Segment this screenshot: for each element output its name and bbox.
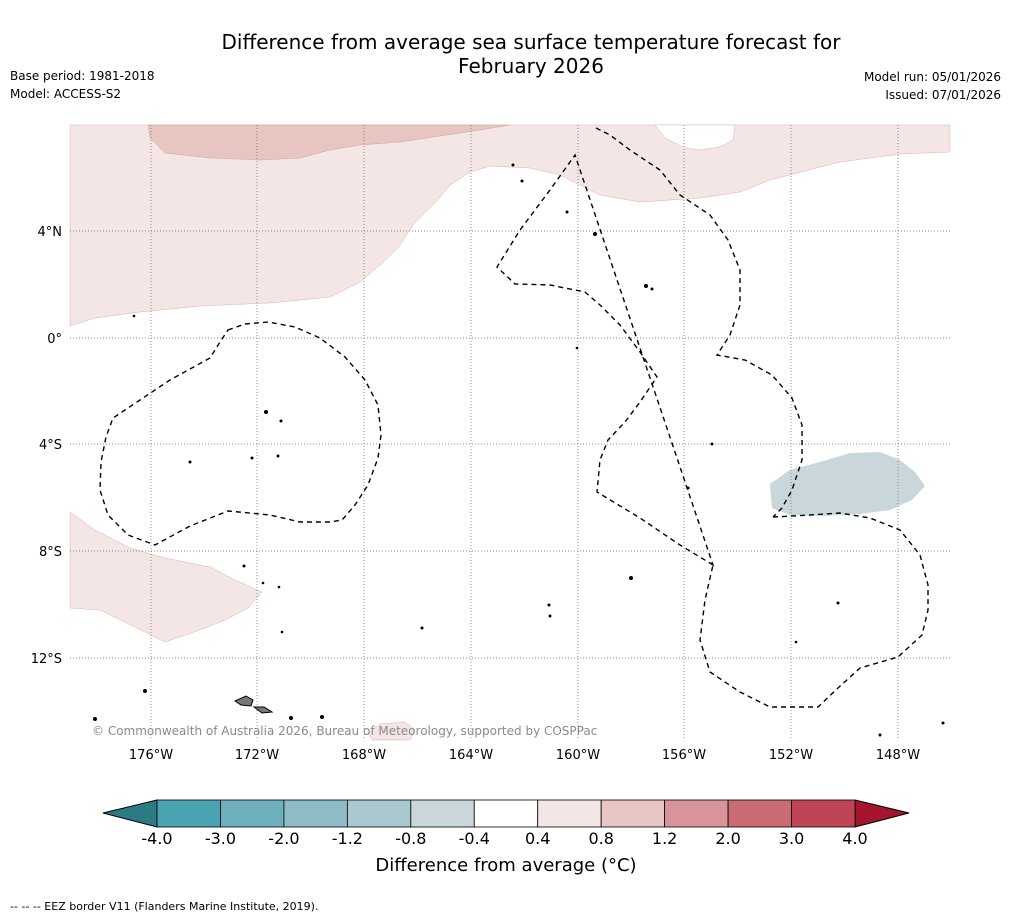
colorbar-segment — [156, 799, 221, 828]
colorbar-segment — [283, 799, 348, 828]
colorbar-tick-label: -3.0 — [205, 829, 236, 848]
lon-labels: 176°W 172°W 168°W 164°W 160°W 156°W 152°… — [129, 748, 920, 763]
island-samoa — [233, 695, 254, 707]
colorbar-segment — [346, 799, 412, 828]
eez-border-central — [595, 127, 803, 518]
colorbar-segment — [537, 799, 602, 828]
colorbar-segment — [410, 799, 475, 828]
colorbar-extend-high — [854, 799, 910, 828]
colorbar-segment — [727, 799, 792, 828]
colorbar-segment — [791, 799, 856, 828]
lon-label-172w: 172°W — [235, 748, 279, 763]
white-gap-north — [654, 124, 736, 151]
colorbar-tick-label: 0.4 — [525, 829, 550, 848]
cool-anomaly-region-east — [770, 452, 925, 516]
map-plot — [69, 124, 951, 741]
colorbar-segment — [220, 799, 285, 828]
lon-label-148w: 148°W — [876, 748, 920, 763]
eez-border-line — [496, 153, 715, 567]
warm-anomaly-region-south — [367, 721, 416, 741]
eez-legend-note: -- -- -- EEZ border V11 (Flanders Marine… — [10, 900, 319, 913]
base-period: Base period: 1981-2018 — [10, 69, 155, 83]
colorbar-tick-label: -4.0 — [141, 829, 172, 848]
eez-borders — [99, 127, 929, 708]
colorbar-tick-label: 2.0 — [715, 829, 740, 848]
lat-label-12s: 12°S — [31, 652, 62, 667]
colorbar-tick-label: -1.2 — [332, 829, 363, 848]
colorbar-tick-label: 3.0 — [779, 829, 804, 848]
title-line-1: Difference from average sea surface temp… — [221, 30, 841, 54]
lat-labels: 4°N 0° 4°S 8°S 12°S — [31, 225, 62, 667]
colorbar-tick-label: 1.2 — [652, 829, 677, 848]
lat-label-0: 0° — [47, 332, 62, 347]
meta-left: Base period: 1981-2018 Model: ACCESS-S2 — [10, 67, 155, 103]
gridlines — [70, 125, 950, 740]
meta-right: Model run: 05/01/2026 Issued: 07/01/2026 — [864, 68, 1001, 104]
lat-label-8s: 8°S — [39, 545, 62, 560]
lat-label-4s: 4°S — [39, 438, 62, 453]
eez-border-east — [699, 512, 929, 708]
lat-label-4n: 4°N — [38, 225, 63, 240]
colorbar: -4.0 -3.0 -2.0 -1.2 -0.8 -0.4 0.4 0.8 1.2 2.0 3.0 4… — [102, 799, 910, 848]
map-title: Difference from average sea surface temp… — [0, 30, 1011, 78]
warm-anomaly-region-southwest — [69, 511, 263, 643]
colorbar-tick-label: -0.4 — [459, 829, 490, 848]
island-samoa-east — [252, 706, 274, 714]
colorbar-tick-label: 0.8 — [588, 829, 613, 848]
colorbar-segment — [600, 799, 666, 828]
model-name: Model: ACCESS-S2 — [10, 87, 122, 101]
lon-label-176w: 176°W — [129, 748, 173, 763]
islands — [93, 163, 945, 737]
colorbar-segment — [473, 799, 539, 828]
warm-anomaly-region-core — [147, 124, 511, 161]
colorbar-tick-label: 4.0 — [842, 829, 867, 848]
colorbar-extend-low — [102, 799, 158, 828]
colorbar-tick-label: -2.0 — [268, 829, 299, 848]
colorbar-tick-label: -0.8 — [395, 829, 426, 848]
title-line-2: February 2026 — [458, 54, 604, 78]
lon-label-152w: 152°W — [769, 748, 813, 763]
warm-anomaly-region-north — [69, 124, 951, 327]
copyright-notice: © Commonwealth of Australia 2026, Bureau… — [92, 724, 598, 738]
lon-label-168w: 168°W — [342, 748, 386, 763]
colorbar-segment — [664, 799, 729, 828]
lon-label-160w: 160°W — [556, 748, 600, 763]
eez-border-west — [99, 321, 382, 546]
issued-date: Issued: 07/01/2026 — [885, 88, 1001, 102]
lon-label-156w: 156°W — [662, 748, 706, 763]
lon-label-164w: 164°W — [449, 748, 493, 763]
colorbar-label: Difference from average (°C) — [375, 855, 637, 876]
model-run: Model run: 05/01/2026 — [863, 70, 1001, 84]
